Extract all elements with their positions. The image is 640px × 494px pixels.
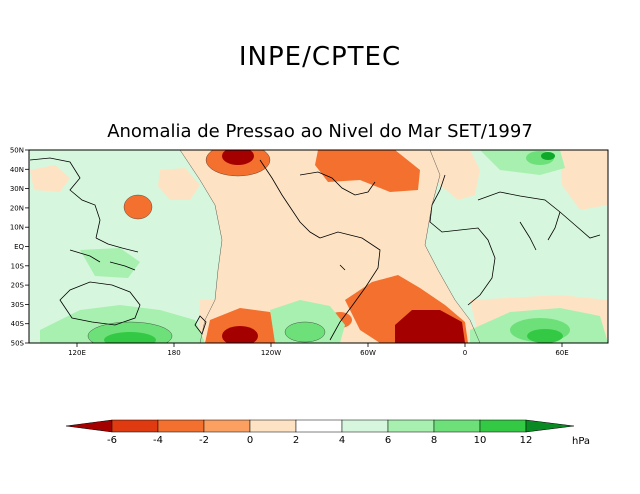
lat-label: 30S xyxy=(11,301,25,309)
colorbar-arrow-high xyxy=(525,419,575,433)
legend-level: 12 xyxy=(520,435,533,446)
coastlines xyxy=(29,157,601,341)
anomaly-field xyxy=(29,150,608,343)
low-tropical-pacific xyxy=(124,195,152,219)
negative-anomaly-east-asia xyxy=(30,165,70,192)
longitude-axis: 120E 180 120W 60W 0 60E xyxy=(68,343,569,357)
positive-anomaly-indonesia xyxy=(80,248,140,278)
lat-label: 30N xyxy=(10,185,24,193)
lon-label: 0 xyxy=(463,349,467,357)
lon-label: 180 xyxy=(167,349,180,357)
colorbar-swatch xyxy=(295,419,343,433)
legend-unit: hPa xyxy=(572,436,590,447)
colorbar-swatch xyxy=(249,419,297,433)
lat-label: 20N xyxy=(10,204,24,212)
colorbar-swatch xyxy=(341,419,389,433)
high-south-pacific-core xyxy=(285,322,325,342)
legend-level: 4 xyxy=(339,435,345,446)
colorbar-arrow-low xyxy=(65,419,113,433)
legend-level: 6 xyxy=(385,435,391,446)
colorbar-swatch xyxy=(111,419,159,433)
colorbar-swatch xyxy=(157,419,205,433)
lat-label: 10N xyxy=(10,224,24,232)
high-australia-core-2 xyxy=(104,332,156,343)
lat-label: 50S xyxy=(11,340,25,348)
lat-label: 10S xyxy=(11,262,25,270)
lat-label: 40S xyxy=(11,320,25,328)
latitude-axis: 50N 40N 30N 20N 10N EQ 10S 20S 30S 40S 5… xyxy=(10,147,29,348)
lon-label: 120W xyxy=(261,349,281,357)
legend-level: 8 xyxy=(431,435,437,446)
lat-label: 40N xyxy=(10,166,24,174)
lat-label: 20S xyxy=(11,282,25,290)
contour-lines xyxy=(87,150,481,343)
negative-anomaly-india xyxy=(560,150,608,210)
lon-label: 60W xyxy=(360,349,376,357)
negative-anomaly-east-pacific xyxy=(158,168,200,200)
high-arctic-core-2 xyxy=(541,152,555,160)
low-core-north-pacific xyxy=(222,150,254,165)
legend-level: -6 xyxy=(107,435,117,446)
colorbar-swatch xyxy=(479,419,527,433)
lon-label: 120E xyxy=(68,349,86,357)
colorbar-swatch xyxy=(203,419,251,433)
high-south-indian-core-2 xyxy=(527,329,563,343)
low-north-atlantic xyxy=(315,150,420,192)
legend-level: -2 xyxy=(199,435,209,446)
lon-label: 60E xyxy=(555,349,568,357)
legend-level: 2 xyxy=(293,435,299,446)
colorbar-swatch xyxy=(433,419,481,433)
lat-label: EQ xyxy=(14,243,24,251)
map-title: Anomalia de Pressao ao Nivel do Mar SET/… xyxy=(107,121,533,142)
legend-level: 0 xyxy=(247,435,253,446)
lat-label: 50N xyxy=(10,147,24,155)
color-legend: -6 -4 -2 0 2 4 6 8 10 12 hPa xyxy=(65,419,590,447)
low-core-south-pacific xyxy=(222,326,258,343)
colorbar-swatch xyxy=(387,419,435,433)
legend-level: 10 xyxy=(474,435,487,446)
legend-level: -4 xyxy=(153,435,163,446)
agency-title: INPE/CPTEC xyxy=(238,42,402,72)
low-core-south-atlantic xyxy=(395,310,465,343)
